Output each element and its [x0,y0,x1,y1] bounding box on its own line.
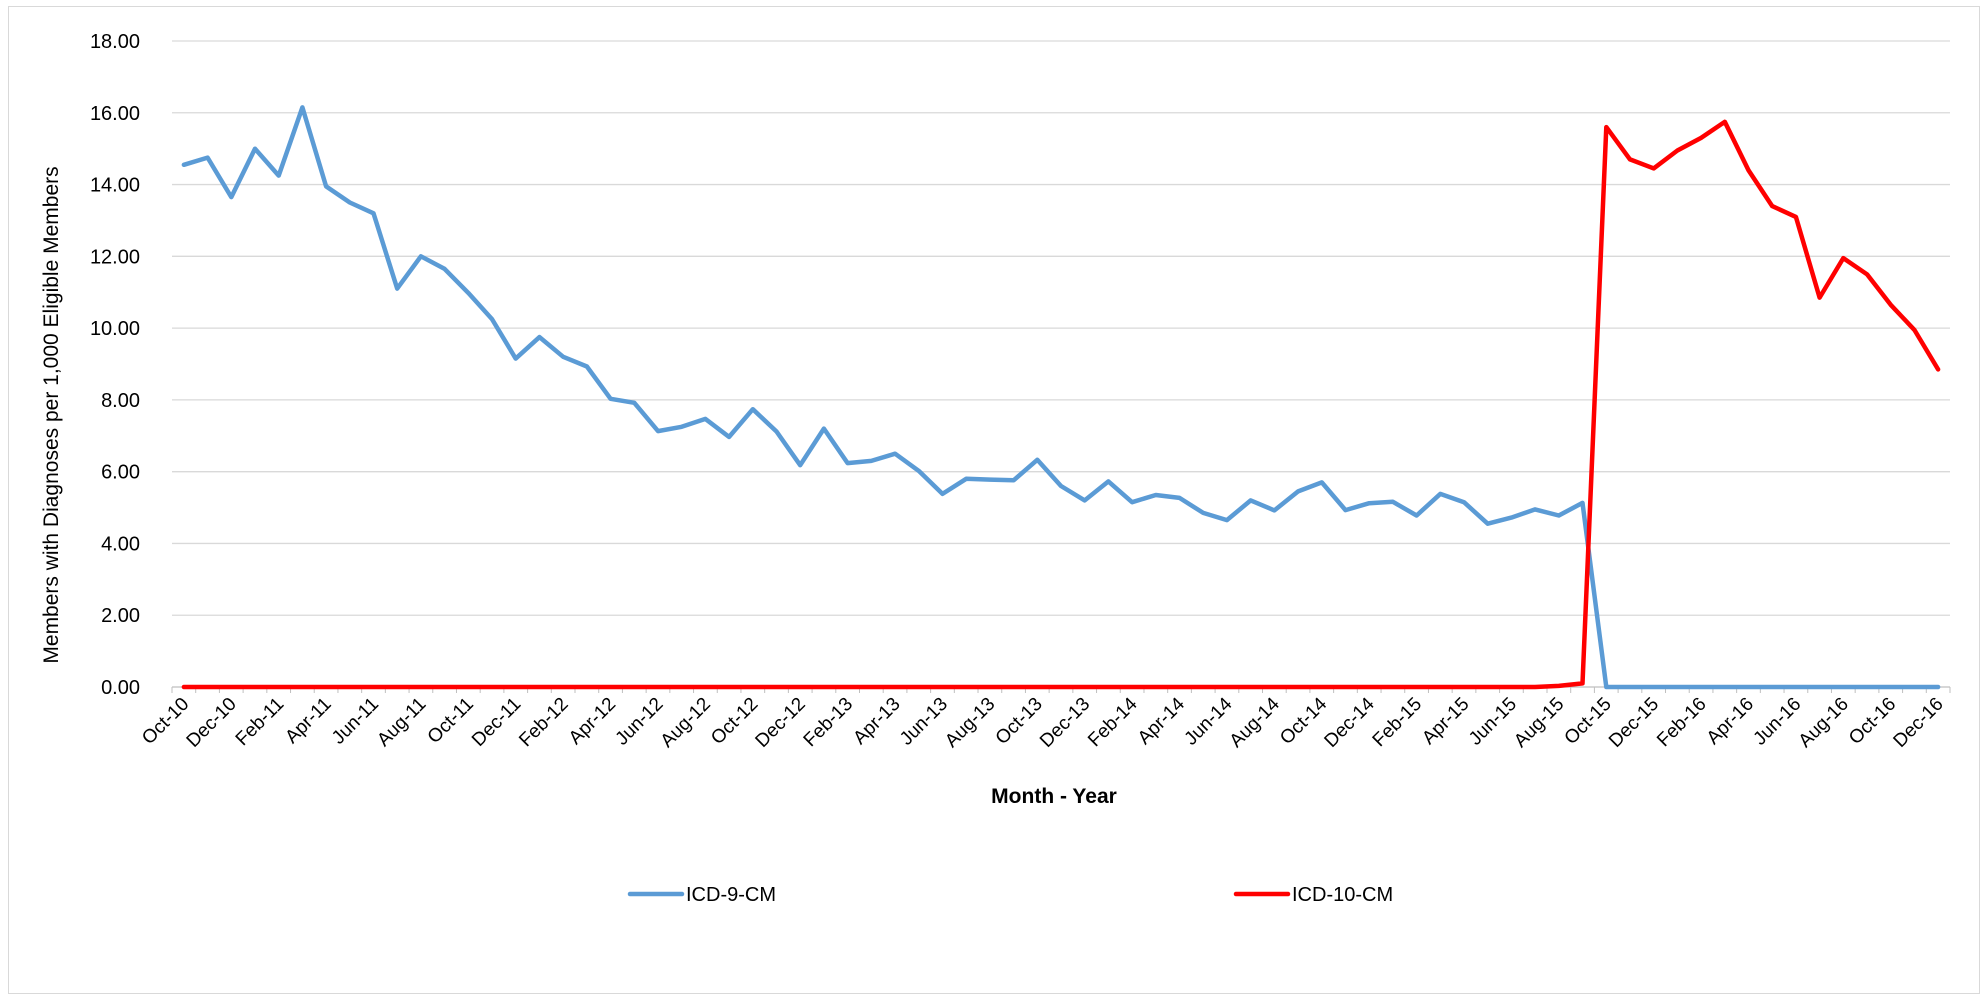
x-tick-label: Dec-13 [1036,694,1094,752]
x-tick-label: Jun-11 [328,694,383,749]
x-tick-label: Feb-13 [800,694,857,751]
x-tick-label: Dec-10 [183,694,241,752]
y-tick-label: 18.00 [90,31,140,53]
chart-frame [8,6,1980,994]
x-tick-label: Aug-15 [1510,694,1568,752]
y-tick-label: 4.00 [101,533,140,555]
x-tick-label: Apr-15 [1418,694,1473,749]
x-tick-label: Dec-11 [468,694,525,751]
x-tick-label: Jun-14 [1181,693,1237,749]
y-tick-label: 2.00 [101,605,140,627]
y-tick-label: 12.00 [90,246,140,268]
x-tick-label: Apr-12 [565,694,620,749]
x-tick-label: Apr-16 [1703,694,1758,749]
x-axis-title: Month - Year [991,785,1117,808]
x-tick-label: Jun-13 [896,694,952,750]
y-tick-label: 8.00 [101,390,140,412]
x-tick-label: Aug-12 [657,694,715,752]
x-tick-label: Aug-14 [1226,693,1284,751]
legend-label: ICD-9-CM [686,884,776,906]
y-tick-labels: 0.00 2.00 4.00 6.00 8.00 10.00 12.00 14.00 16.00… [90,31,140,699]
x-tick-label: Jun-15 [1465,694,1521,750]
series-line-icd-10-cm [181,119,1941,690]
x-tick-label: Aug-13 [941,694,999,752]
series-line-icd-9-cm [181,105,1941,690]
x-tick-label: Feb-16 [1653,694,1710,751]
x-tick-label: Apr-13 [849,694,904,749]
x-tick-label: Feb-14 [1084,693,1142,751]
x-tick-label: Feb-12 [515,694,572,751]
legend-label: ICD-10-CM [1292,884,1393,906]
x-tick-label: Feb-11 [232,694,288,750]
x-tick-label: Jun-12 [612,694,668,750]
legend: ICD-9-CM ICD-10-CM [627,884,1393,906]
x-tick-labels: Oct-10Dec-10Feb-11Apr-11Jun-11Aug-11Oct-… [138,687,1951,752]
series-lines [181,105,1941,690]
gridlines [172,40,1950,688]
y-tick-label: 16.00 [90,103,140,125]
x-tick-label: Dec-14 [1321,693,1379,751]
y-tick-label: 0.00 [101,677,140,699]
x-tick-label: Aug-11 [373,694,430,751]
x-tick-label: Dec-16 [1890,694,1948,752]
y-tick-label: 14.00 [90,175,140,197]
x-tick-label: Feb-15 [1369,694,1426,751]
x-tick-label: Apr-11 [281,694,335,748]
x-tick-label: Dec-15 [1605,694,1663,752]
y-tick-label: 10.00 [90,318,140,340]
x-tick-label: Oct-11 [424,694,478,748]
x-tick-label: Dec-12 [752,694,810,752]
y-axis-title: Members with Diagnoses per 1,000 Eligibl… [40,166,63,663]
y-tick-label: 6.00 [101,462,140,484]
x-tick-label: Aug-16 [1795,694,1853,752]
x-tick-label: Apr-14 [1134,693,1189,748]
x-tick-label: Jun-16 [1750,694,1806,750]
